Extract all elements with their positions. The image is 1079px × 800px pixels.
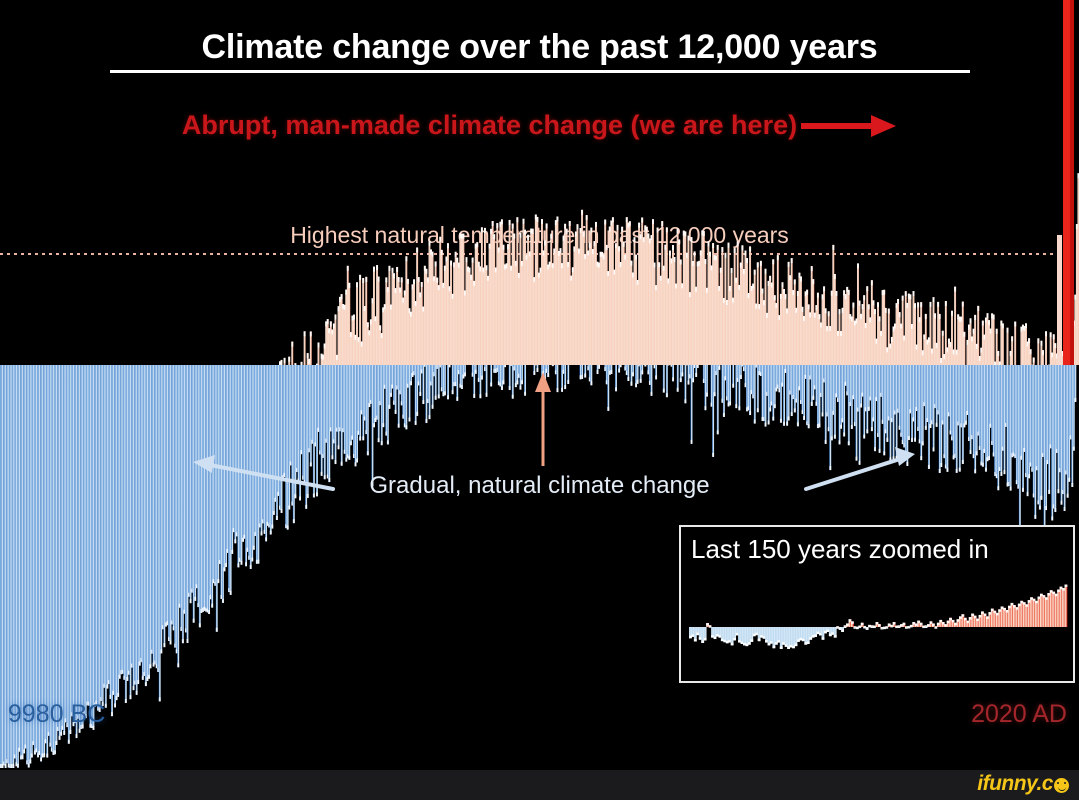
gradual-right-arrow-icon <box>804 447 915 491</box>
highest-natural-temperature-label: Highest natural temperature in past 12,0… <box>290 222 789 248</box>
axis-start-label: 9980 BC <box>8 700 106 728</box>
smiley-icon <box>1054 777 1069 793</box>
inset-bar-chart <box>689 584 1068 649</box>
ifunny-watermark: ifunny.c <box>977 772 1069 796</box>
page-title-text: Climate change over the past 12,000 year… <box>201 28 878 66</box>
gradual-change-label: Gradual, natural climate change <box>369 472 710 499</box>
highest-natural-temperature-line <box>0 253 1079 255</box>
main-temperature-bar-chart <box>0 0 1079 768</box>
title-underline <box>109 70 970 73</box>
watermark-text: ifunny.c <box>977 772 1053 795</box>
gradual-left-arrow-icon <box>193 455 335 491</box>
inset-last-150-years: Last 150 years zoomed in <box>679 525 1075 683</box>
holocene-peak-pointer-icon <box>535 372 551 466</box>
inset-title: Last 150 years zoomed in <box>691 534 989 564</box>
axis-end-label: 2020 AD <box>971 700 1067 728</box>
page-title: Climate change over the past 12,000 year… <box>0 28 1079 73</box>
footer-bar <box>0 770 1079 800</box>
